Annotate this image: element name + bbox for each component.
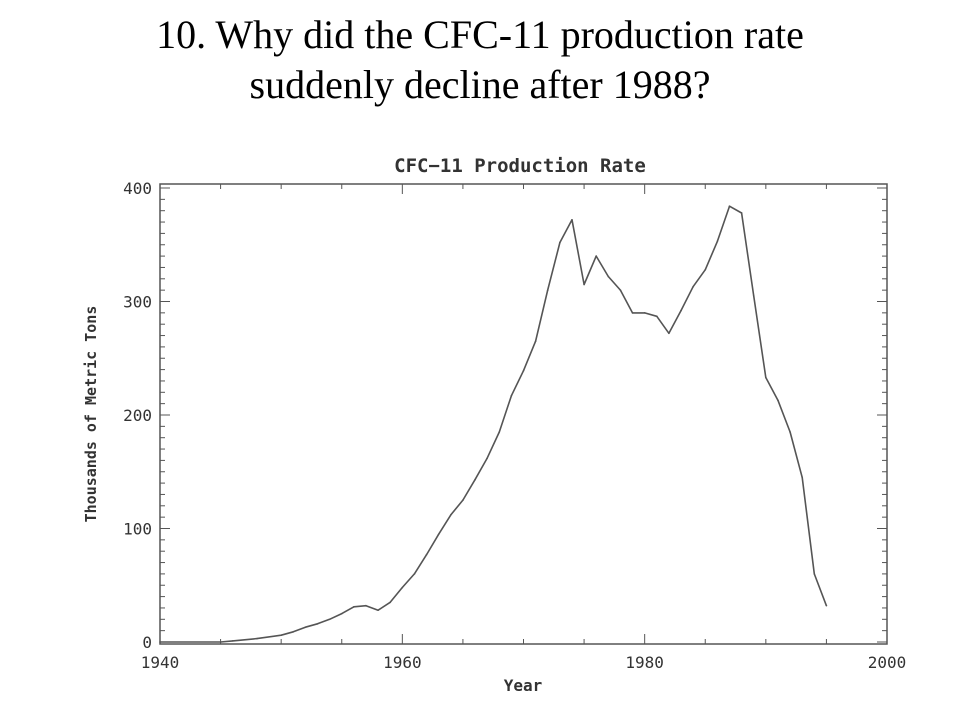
data-point: [595, 255, 597, 257]
data-point: [437, 533, 440, 535]
data-point: [474, 478, 476, 481]
data-point: [413, 573, 416, 575]
data-point: [256, 637, 258, 640]
slide-title-line-1: 10. Why did the CFC-11 production rate: [156, 12, 804, 57]
data-point: [522, 369, 525, 372]
data-point: [280, 634, 282, 636]
data-point: [231, 640, 234, 642]
data-point: [292, 630, 295, 633]
data-point: [631, 312, 634, 314]
y-tick-label: 300: [123, 293, 152, 312]
data-point: [668, 332, 670, 335]
data-point: [607, 275, 610, 278]
data-point: [219, 641, 222, 643]
y-axis-tick-labels: 0 100 200 300 400: [123, 179, 152, 652]
chart-title: CFC−11 Production Rate: [394, 155, 646, 177]
data-point: [692, 285, 694, 288]
data-point: [716, 240, 719, 243]
data-point: [643, 312, 646, 314]
x-tick-label: 2000: [868, 653, 907, 672]
data-point: [462, 499, 464, 501]
data-point: [304, 626, 307, 629]
data-point: [498, 431, 501, 433]
data-point: [510, 394, 513, 397]
data-point: [389, 601, 392, 604]
data-point: [159, 641, 161, 643]
slide-title: 10. Why did the CFC-11 production rate s…: [40, 10, 920, 110]
x-tick-label: 1980: [625, 653, 664, 672]
data-point: [655, 315, 658, 318]
series-line: [160, 205, 828, 643]
data-point: [777, 399, 779, 402]
y-axis-ticks: [160, 187, 887, 643]
x-axis-label: Year: [504, 676, 543, 695]
data-point: [353, 606, 355, 608]
data-point: [801, 476, 803, 479]
x-axis-tick-labels: 1940 1960 1980 2000: [141, 653, 907, 672]
series-group: [159, 205, 828, 643]
data-point: [704, 268, 707, 271]
data-point: [377, 609, 379, 612]
data-point: [534, 340, 537, 343]
y-tick-label: 100: [123, 520, 152, 539]
data-point: [559, 241, 561, 244]
slide-title-line-2: suddenly decline after 1988?: [249, 62, 711, 107]
data-point: [583, 283, 585, 286]
y-axis-label: Thousands of Metric Tons: [82, 306, 100, 523]
data-point: [571, 218, 573, 221]
plot-frame: [159, 183, 888, 645]
data-point: [401, 586, 404, 589]
y-tick-label: 400: [123, 179, 152, 198]
data-point: [680, 309, 682, 312]
data-point: [789, 431, 791, 433]
data-point: [825, 604, 828, 607]
data-point: [765, 376, 767, 379]
x-tick-label: 1940: [141, 653, 180, 672]
data-point: [365, 604, 367, 607]
data-point: [486, 457, 488, 459]
data-point: [740, 212, 743, 214]
data-point: [752, 295, 755, 297]
y-tick-label: 200: [123, 406, 152, 425]
data-point: [813, 573, 816, 575]
data-point: [340, 612, 343, 615]
x-axis-ticks: [159, 184, 888, 644]
data-point: [546, 289, 549, 291]
data-point: [619, 289, 622, 291]
data-point: [450, 514, 452, 516]
data-point: [328, 618, 331, 621]
x-tick-label: 1960: [383, 653, 422, 672]
data-point: [425, 553, 428, 556]
data-point: [728, 205, 731, 207]
y-tick-label: 0: [142, 633, 152, 652]
data-point: [316, 623, 319, 625]
